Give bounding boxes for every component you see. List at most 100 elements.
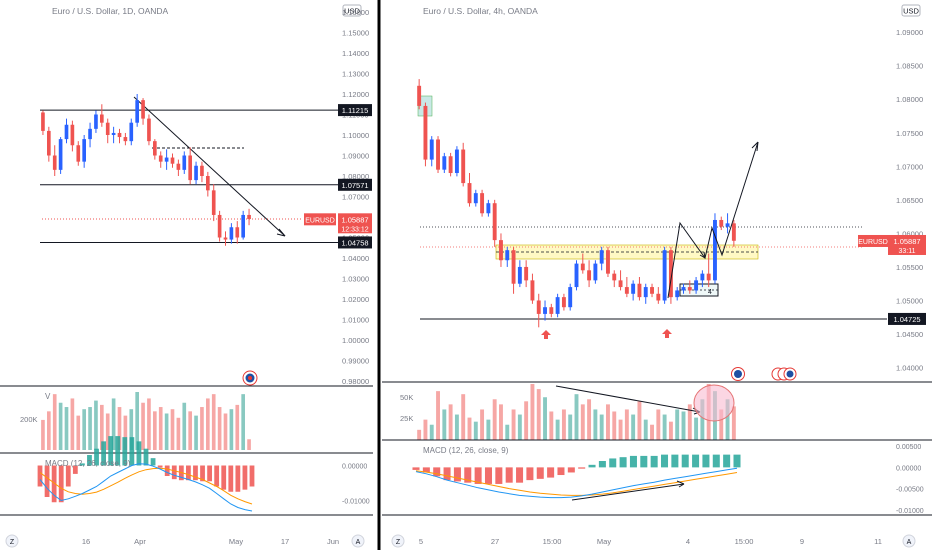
right-time-label: 27: [491, 537, 499, 546]
left-candle-body: [70, 124, 75, 146]
right-macd-histogram-bar: [588, 464, 596, 468]
left-volume-bar: [117, 407, 122, 450]
right-flag-icon-group[interactable]: [771, 367, 797, 381]
right-candle-body: [713, 219, 717, 281]
right-candle-body: [448, 156, 453, 174]
left-candle-body: [105, 122, 110, 135]
right-candle-body: [454, 149, 459, 174]
left-time-label: May: [229, 537, 243, 546]
left-horizontal-levels: 1.11215 1.07571 1.04758: [40, 104, 372, 249]
right-horizontal-levels: 1.04725: [420, 312, 926, 325]
right-macd-histogram-bar: [484, 467, 492, 484]
right-macd-arrow-icon: [676, 480, 685, 488]
right-price-badge: [888, 234, 926, 255]
left-macd-histogram-bar: [207, 465, 212, 482]
right-candle-body: [442, 156, 447, 170]
right-macd-histogram-bar: [733, 454, 741, 468]
right-macd-histogram-bar: [495, 467, 503, 484]
right-candle-body: [668, 250, 673, 298]
left-candle-body: [247, 214, 251, 220]
right-price-badges: EURUSD 1.05887 33:11: [858, 234, 926, 255]
right-macd-line: [415, 467, 738, 499]
left-macd-histogram-bar: [171, 465, 177, 480]
left-candle-body: [229, 227, 234, 240]
left-macd-histogram-bar: [108, 436, 114, 466]
left-volume-bar: [170, 409, 175, 450]
left-macd-histogram-bar: [44, 465, 50, 497]
left-volume-bar: [223, 413, 228, 450]
right-volume-bar: [568, 414, 573, 440]
left-volume-bar: [164, 413, 169, 450]
right-zigzag-projection[interactable]: [667, 141, 759, 299]
right-candle-body: [505, 250, 510, 261]
right-up-arrow-icon-1: [541, 330, 551, 339]
left-axis-button-label: Z: [10, 539, 15, 546]
right-candle-body: [486, 203, 491, 214]
right-time-label: 5: [419, 537, 423, 546]
right-candle-body: [662, 250, 667, 301]
left-price-tick: 1.03000: [342, 275, 369, 284]
left-macd-histogram-bar: [235, 465, 241, 492]
right-time-label: 15:00: [735, 537, 754, 546]
left-macd-histogram-bar: [143, 448, 149, 466]
right-volume-bar: [599, 414, 604, 440]
right-volume-bar: [511, 409, 516, 440]
right-volume-bar: [631, 414, 636, 440]
left-volume-bar: [64, 407, 69, 450]
right-axis-button-a[interactable]: [902, 534, 916, 548]
left-candle-body: [164, 157, 169, 162]
right-currency-button[interactable]: USD: [901, 4, 921, 17]
left-currency-button[interactable]: USD: [342, 4, 362, 17]
left-axis-button-a[interactable]: [351, 534, 365, 548]
right-macd-histogram-bar: [516, 467, 524, 483]
right-axis-button-label: Z: [396, 539, 401, 546]
left-volume-bar: [188, 411, 192, 450]
right-macd-histogram-bar: [474, 467, 482, 484]
right-volume-bar: [555, 419, 560, 440]
left-price-tick: 1.04000: [342, 254, 369, 263]
right-volume-bar: [517, 414, 522, 440]
left-volume-bar: [82, 409, 86, 450]
left-axis-button-label: A: [356, 539, 361, 546]
left-flag-icon[interactable]: [242, 370, 258, 386]
right-symbol-badge: [858, 234, 888, 247]
left-drawings: [42, 96, 302, 237]
left-volume-bar: [147, 398, 151, 450]
left-volume-bar: [194, 415, 198, 450]
right-price-tick: 1.06000: [896, 229, 923, 238]
right-macd-histogram-bar: [505, 467, 513, 483]
right-axis-button-z[interactable]: [391, 534, 405, 548]
right-macd-histogram-bar: [692, 454, 700, 468]
right-candle-body: [706, 273, 711, 281]
left-trendline[interactable]: [133, 96, 286, 237]
right-candles: [417, 79, 736, 328]
left-volume-bar: [105, 413, 110, 450]
right-volume-bar: [486, 419, 491, 440]
right-flag-icon-1[interactable]: [731, 367, 745, 381]
right-macd-histogram-bar: [433, 467, 441, 477]
right-currency-label: USD: [903, 7, 919, 16]
left-price-tick: 1.14000: [342, 49, 369, 58]
right-volume-bar: [687, 404, 692, 440]
left-time-axis[interactable]: 16 Apr May 17 Jun Z A: [5, 534, 365, 548]
right-macd-histogram-bar: [661, 454, 669, 468]
right-time-label: 4: [686, 537, 690, 546]
right-candle-body: [675, 290, 680, 298]
left-macd-histogram-bar: [228, 465, 234, 492]
left-axis-button-z[interactable]: [5, 534, 19, 548]
right-time-axis[interactable]: 5 27 15:00 May 4 15:00 9 11 Z A: [391, 534, 916, 548]
right-level-badge: [888, 312, 926, 325]
right-candle-body: [543, 307, 547, 314]
right-price-axis[interactable]: 1.09000 1.08500 1.08000 1.07500 1.07000 1.065…: [896, 28, 923, 372]
right-volume-bar: [461, 394, 466, 440]
left-macd-histogram-bar: [58, 465, 64, 503]
left-macd-histogram-bar: [101, 441, 106, 466]
right-volume-bar: [725, 399, 730, 440]
left-price-tick: 1.16000: [342, 8, 369, 17]
left-volume-bar: [141, 402, 145, 450]
left-candle-body: [129, 122, 134, 142]
left-macd-histogram-bar: [37, 465, 43, 487]
left-volume-bar: [129, 409, 134, 450]
right-price-tick: 1.08500: [896, 62, 923, 71]
